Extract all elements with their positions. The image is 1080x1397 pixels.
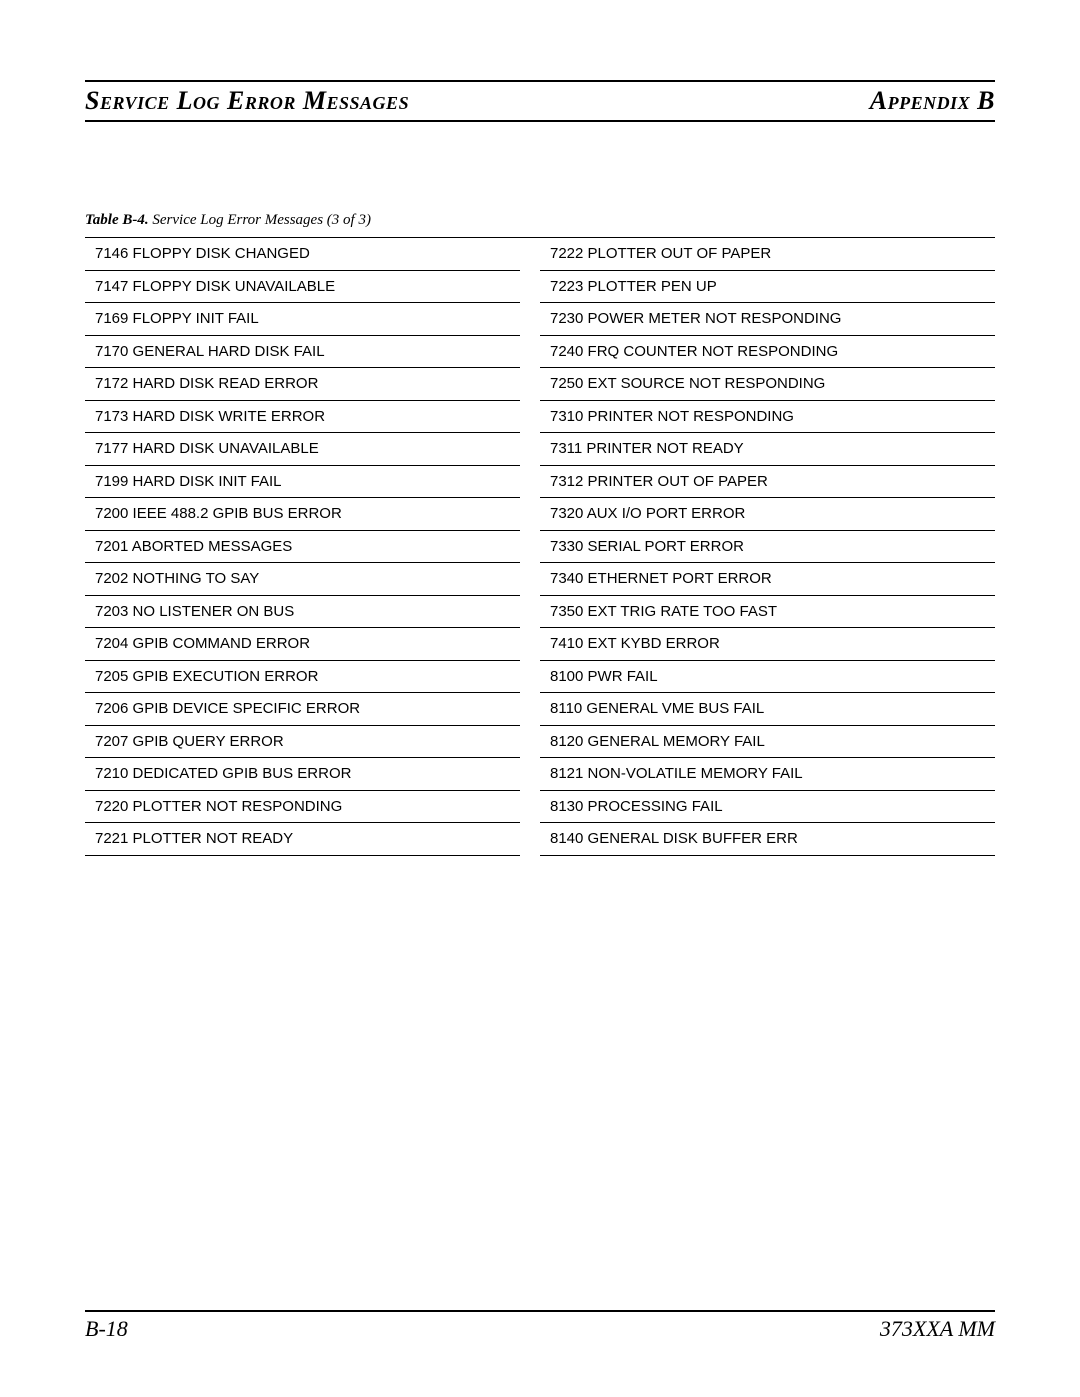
table-row: 7206 GPIB DEVICE SPECIFIC ERROR — [85, 693, 520, 726]
table-row: 7207 GPIB QUERY ERROR — [85, 726, 520, 759]
table-row: 7199 HARD DISK INIT FAIL — [85, 466, 520, 499]
table-row: 7177 HARD DISK UNAVAILABLE — [85, 433, 520, 466]
table-row: 7340 ETHERNET PORT ERROR — [540, 563, 995, 596]
table-caption: Table B-4. Service Log Error Messages (3… — [85, 212, 995, 229]
table-row: 8100 PWR FAIL — [540, 661, 995, 694]
table-row: 7250 EXT SOURCE NOT RESPONDING — [540, 368, 995, 401]
table-row: 7146 FLOPPY DISK CHANGED — [85, 238, 520, 271]
table-row: 7240 FRQ COUNTER NOT RESPONDING — [540, 336, 995, 369]
table-row: 8140 GENERAL DISK BUFFER ERR — [540, 823, 995, 856]
table-row: 7330 SERIAL PORT ERROR — [540, 531, 995, 564]
table-row: 8121 NON-VOLATILE MEMORY FAIL — [540, 758, 995, 791]
table-row: 7200 IEEE 488.2 GPIB BUS ERROR — [85, 498, 520, 531]
table-row: 7210 DEDICATED GPIB BUS ERROR — [85, 758, 520, 791]
footer-rule — [85, 1310, 995, 1312]
caption-label: Table B-4. — [85, 212, 149, 228]
table-col-right: 7222 PLOTTER OUT OF PAPER 7223 PLOTTER P… — [540, 238, 995, 856]
header-left: Service Log Error Messages — [85, 86, 409, 116]
table-row: 7320 AUX I/O PORT ERROR — [540, 498, 995, 531]
table-row: 7147 FLOPPY DISK UNAVAILABLE — [85, 271, 520, 304]
header-rule-bottom — [85, 120, 995, 122]
table-row: 7350 EXT TRIG RATE TOO FAST — [540, 596, 995, 629]
table-row: 7204 GPIB COMMAND ERROR — [85, 628, 520, 661]
table-row: 7311 PRINTER NOT READY — [540, 433, 995, 466]
table-row: 8130 PROCESSING FAIL — [540, 791, 995, 824]
caption-text: Service Log Error Messages (3 of 3) — [152, 212, 371, 228]
footer-bar: B-18 373XXA MM — [85, 1316, 995, 1342]
error-table: 7146 FLOPPY DISK CHANGED 7147 FLOPPY DIS… — [85, 237, 995, 856]
table-row: 8110 GENERAL VME BUS FAIL — [540, 693, 995, 726]
header-right: Appendix B — [870, 86, 995, 116]
table-row: 8120 GENERAL MEMORY FAIL — [540, 726, 995, 759]
table-row: 7223 PLOTTER PEN UP — [540, 271, 995, 304]
table-row: 7201 ABORTED MESSAGES — [85, 531, 520, 564]
table-row: 7410 EXT KYBD ERROR — [540, 628, 995, 661]
table-row: 7222 PLOTTER OUT OF PAPER — [540, 238, 995, 271]
header-rule-top — [85, 80, 995, 82]
page: Service Log Error Messages Appendix B Ta… — [0, 0, 1080, 1397]
table-row: 7203 NO LISTENER ON BUS — [85, 596, 520, 629]
table-row: 7169 FLOPPY INIT FAIL — [85, 303, 520, 336]
table-row: 7230 POWER METER NOT RESPONDING — [540, 303, 995, 336]
table-row: 7220 PLOTTER NOT RESPONDING — [85, 791, 520, 824]
footer-doc-id: 373XXA MM — [880, 1316, 995, 1342]
table-row: 7312 PRINTER OUT OF PAPER — [540, 466, 995, 499]
table-row: 7172 HARD DISK READ ERROR — [85, 368, 520, 401]
table-row: 7170 GENERAL HARD DISK FAIL — [85, 336, 520, 369]
table-row: 7173 HARD DISK WRITE ERROR — [85, 401, 520, 434]
page-header: Service Log Error Messages Appendix B — [85, 84, 995, 120]
table-row: 7202 NOTHING TO SAY — [85, 563, 520, 596]
footer-page-number: B-18 — [85, 1316, 128, 1342]
page-footer: B-18 373XXA MM — [85, 1310, 995, 1342]
table-row: 7205 GPIB EXECUTION ERROR — [85, 661, 520, 694]
table-row: 7310 PRINTER NOT RESPONDING — [540, 401, 995, 434]
table-row: 7221 PLOTTER NOT READY — [85, 823, 520, 856]
table-col-left: 7146 FLOPPY DISK CHANGED 7147 FLOPPY DIS… — [85, 238, 540, 856]
